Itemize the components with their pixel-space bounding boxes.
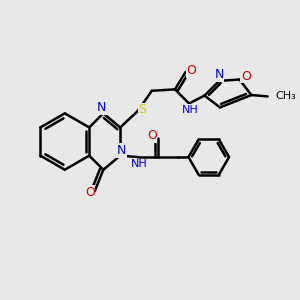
Text: N: N <box>117 144 126 157</box>
Text: CH₃: CH₃ <box>276 92 296 101</box>
Text: O: O <box>186 64 196 77</box>
Text: N: N <box>97 101 106 114</box>
Text: N: N <box>214 68 224 81</box>
Text: O: O <box>147 129 157 142</box>
Text: NH: NH <box>182 105 199 115</box>
Text: S: S <box>139 103 146 116</box>
Text: O: O <box>241 70 250 83</box>
Text: NH: NH <box>131 159 148 170</box>
Text: O: O <box>85 186 95 199</box>
